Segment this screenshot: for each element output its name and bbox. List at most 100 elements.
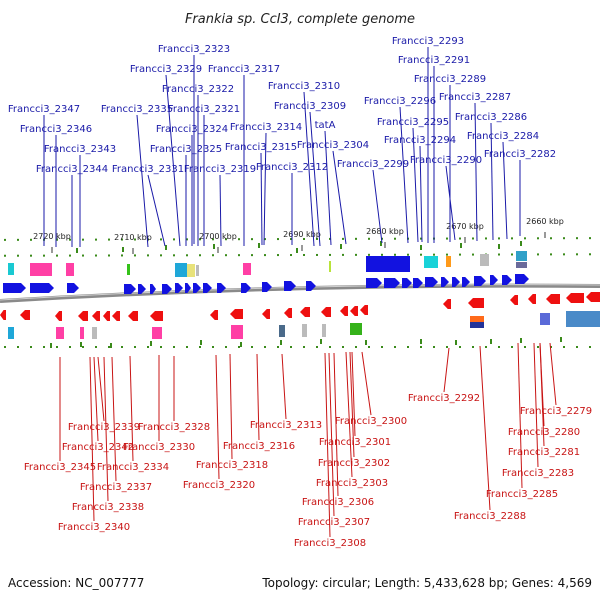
leader-line	[479, 345, 491, 511]
feature-block	[231, 325, 243, 339]
gene-reverse	[468, 298, 484, 308]
leader-line	[260, 152, 263, 246]
track-dot	[472, 346, 474, 348]
track-dot	[186, 254, 188, 257]
track-dot	[251, 238, 253, 241]
track-dot	[212, 254, 214, 257]
track-dot	[342, 253, 344, 256]
track-dot	[212, 238, 214, 241]
feature-tick	[76, 248, 78, 253]
track-dot	[160, 254, 162, 257]
feature-block	[540, 313, 550, 325]
track-dot	[82, 254, 84, 257]
track-dot	[238, 254, 240, 257]
feature-block	[80, 327, 84, 339]
track-dot	[277, 346, 279, 348]
gene-label: Francci3_2340	[58, 522, 130, 533]
gene-label: Francci3_2342	[62, 442, 134, 453]
feature-tick	[520, 241, 522, 246]
leader-line	[281, 353, 287, 420]
tick-label: 2680 kbp	[366, 227, 404, 236]
track-dot	[95, 238, 97, 241]
gene-label: Francci3_2288	[454, 511, 526, 522]
feature-tick	[280, 340, 282, 345]
gene-reverse	[586, 292, 600, 302]
gene-forward	[366, 278, 382, 288]
gene-label: Francci3_2293	[392, 36, 464, 47]
feature-tick	[420, 339, 422, 344]
gene-label: Francci3_2325	[150, 144, 222, 155]
gene-reverse	[78, 311, 88, 321]
leader-line	[324, 352, 331, 538]
track-dot	[108, 346, 110, 348]
genome-summary: Topology: circular; Length: 5,433,628 bp…	[261, 576, 592, 590]
track-dot	[290, 346, 292, 348]
track-dot	[550, 237, 552, 240]
track-dot	[472, 237, 474, 240]
feature-block	[350, 323, 362, 335]
track-dot	[498, 253, 500, 256]
track-dot	[199, 254, 201, 257]
feature-block	[516, 251, 527, 261]
gene-label: Francci3_2329	[130, 64, 202, 75]
track-dot	[264, 238, 266, 241]
gene-label: Francci3_2323	[158, 44, 230, 55]
track-dot	[121, 346, 123, 348]
tick-label: 2720 kbp	[33, 232, 71, 241]
feature-tick	[80, 342, 82, 347]
track-dot	[30, 254, 32, 257]
track-dot	[420, 237, 422, 240]
track-dot	[316, 237, 318, 240]
gene-reverse	[528, 294, 536, 304]
track-dot	[56, 346, 58, 348]
track-dot	[69, 238, 71, 241]
feature-block	[127, 264, 130, 275]
feature-block	[470, 322, 484, 328]
gene-forward	[462, 277, 470, 287]
gene-label: Francci3_2322	[162, 84, 234, 95]
track-dot	[524, 346, 526, 348]
accession-text: Accession: NC_007777	[8, 576, 144, 590]
track-dot	[576, 237, 578, 240]
leader-line	[490, 122, 494, 241]
track-dot	[537, 237, 539, 240]
gene-label: Francci3_2344	[36, 164, 108, 175]
gene-label: Francci3_2289	[414, 74, 486, 85]
gene-forward	[138, 284, 146, 294]
track-dot	[394, 253, 396, 256]
gene-label: Francci3_2279	[520, 406, 592, 417]
leader-line	[324, 130, 332, 246]
track-dot	[17, 254, 19, 257]
track-dot	[420, 253, 422, 256]
feature-block	[30, 263, 52, 276]
track-dot	[17, 238, 19, 241]
tick-label: 2690 kbp	[283, 230, 321, 239]
track-dot	[303, 237, 305, 240]
leader-line	[445, 165, 456, 241]
gene-label: Francci3_2296	[364, 96, 436, 107]
track-dot	[446, 346, 448, 348]
track-dot	[43, 346, 45, 348]
gene-label: Francci3_2334	[97, 462, 169, 473]
feature-tick	[50, 343, 52, 348]
leader-line	[443, 347, 450, 393]
track-dot	[511, 237, 513, 240]
track-dot	[56, 254, 58, 257]
track-dot	[316, 253, 318, 256]
gene-reverse	[128, 311, 138, 321]
gene-reverse	[262, 309, 270, 319]
gene-label: Francci3_2281	[508, 447, 580, 458]
feature-block	[175, 263, 187, 277]
leader-line	[129, 355, 134, 462]
track-dot	[225, 254, 227, 257]
gene-forward	[284, 281, 296, 291]
feature-tick	[365, 340, 367, 345]
leader-line	[539, 342, 545, 447]
gene-label: Francci3_2314	[230, 122, 302, 133]
leader-line	[412, 127, 419, 243]
gene-label: Francci3_2339	[68, 422, 140, 433]
gene-forward	[3, 283, 26, 293]
feature-block	[8, 263, 14, 275]
leader-line	[474, 102, 478, 242]
